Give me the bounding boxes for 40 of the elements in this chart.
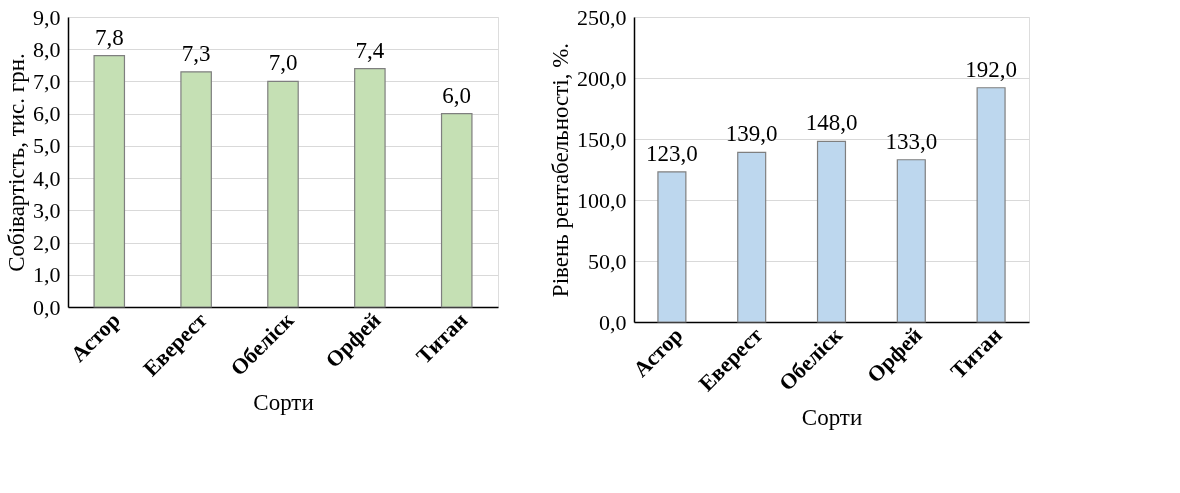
y-tick-label: 200,0 [577, 65, 627, 91]
bar [896, 159, 926, 323]
data-label: 7,0 [268, 50, 298, 76]
y-tick-label: 8,0 [33, 36, 61, 62]
bar [354, 67, 386, 308]
data-label: 7,3 [181, 40, 211, 66]
y-tick-label: 5,0 [33, 133, 61, 159]
data-label: 6,0 [442, 82, 472, 108]
x-axis-title: Сорти [801, 405, 863, 431]
y-tick-label: 0,0 [599, 309, 627, 335]
data-label: 7,8 [94, 24, 124, 50]
bar [976, 87, 1006, 323]
y-tick-label: 4,0 [33, 165, 61, 191]
bar [657, 171, 687, 323]
y-tick-label: 150,0 [577, 126, 627, 152]
bar [816, 140, 847, 323]
data-label: 139,0 [725, 121, 778, 147]
bar [180, 71, 212, 308]
y-tick-label: 100,0 [577, 187, 627, 213]
data-label: 123,0 [646, 140, 698, 166]
y-axis-title: Собівартість, тис. грн. [4, 53, 29, 272]
y-tick-label: 0,0 [33, 294, 61, 320]
bar [93, 55, 126, 308]
data-label: 192,0 [965, 56, 1017, 82]
data-label: 133,0 [885, 128, 938, 154]
y-tick-label: 1,0 [33, 262, 61, 288]
x-axis-title: Сорти [253, 390, 314, 416]
y-tick-label: 2,0 [33, 230, 61, 256]
y-tick-label: 9,0 [33, 4, 61, 30]
data-label: 7,4 [355, 37, 385, 63]
bar [737, 151, 767, 323]
y-tick-label: 7,0 [33, 68, 61, 94]
bar [267, 80, 299, 308]
y-tick-label: 50,0 [588, 248, 627, 274]
bar [440, 113, 473, 308]
y-tick-label: 3,0 [33, 197, 61, 223]
y-tick-label: 6,0 [33, 101, 61, 127]
y-axis-title: Рівень рентабельності, %. [548, 42, 573, 298]
y-tick-label: 250,0 [577, 4, 627, 30]
data-label: 148,0 [805, 110, 858, 136]
